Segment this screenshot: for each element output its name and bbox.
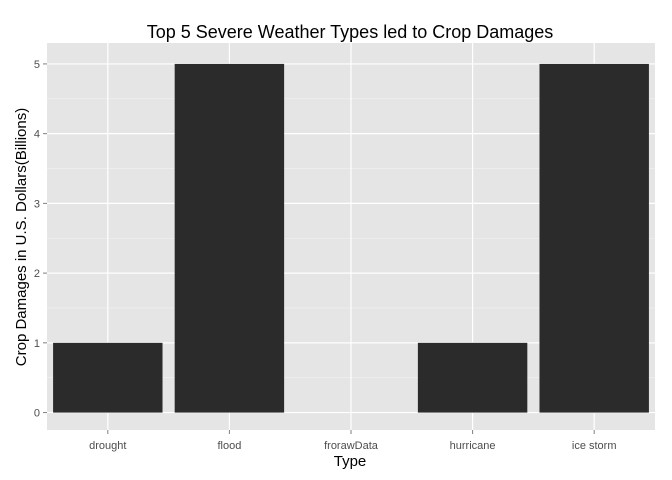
y-axis: 0 1 2 3 4 5	[34, 59, 47, 420]
y-tick-label: 4	[34, 129, 40, 141]
x-tick-label: frorawData	[324, 440, 379, 452]
bars	[53, 63, 649, 413]
y-tick-label: 5	[34, 59, 40, 71]
x-axis-title: Type	[334, 453, 367, 470]
y-tick-label: 1	[34, 338, 40, 350]
x-tick-label: drought	[89, 440, 126, 452]
bar-flood	[174, 63, 285, 413]
bar-ice-storm	[539, 63, 649, 413]
x-tick-label: flood	[217, 440, 241, 452]
x-tick-label: hurricane	[450, 440, 496, 452]
y-tick-label: 3	[34, 198, 40, 210]
bar-hurricane	[417, 342, 528, 413]
y-axis-title: Crop Damages in U.S. Dollars(Billions)	[13, 108, 30, 366]
y-tick-label: 0	[34, 408, 40, 420]
chart-title: Top 5 Severe Weather Types led to Crop D…	[147, 22, 554, 42]
y-tick-label: 2	[34, 268, 40, 280]
x-axis: drought flood frorawData hurricane ice storm	[89, 430, 617, 452]
x-tick-label: ice storm	[572, 440, 617, 452]
bar-drought	[53, 342, 163, 413]
